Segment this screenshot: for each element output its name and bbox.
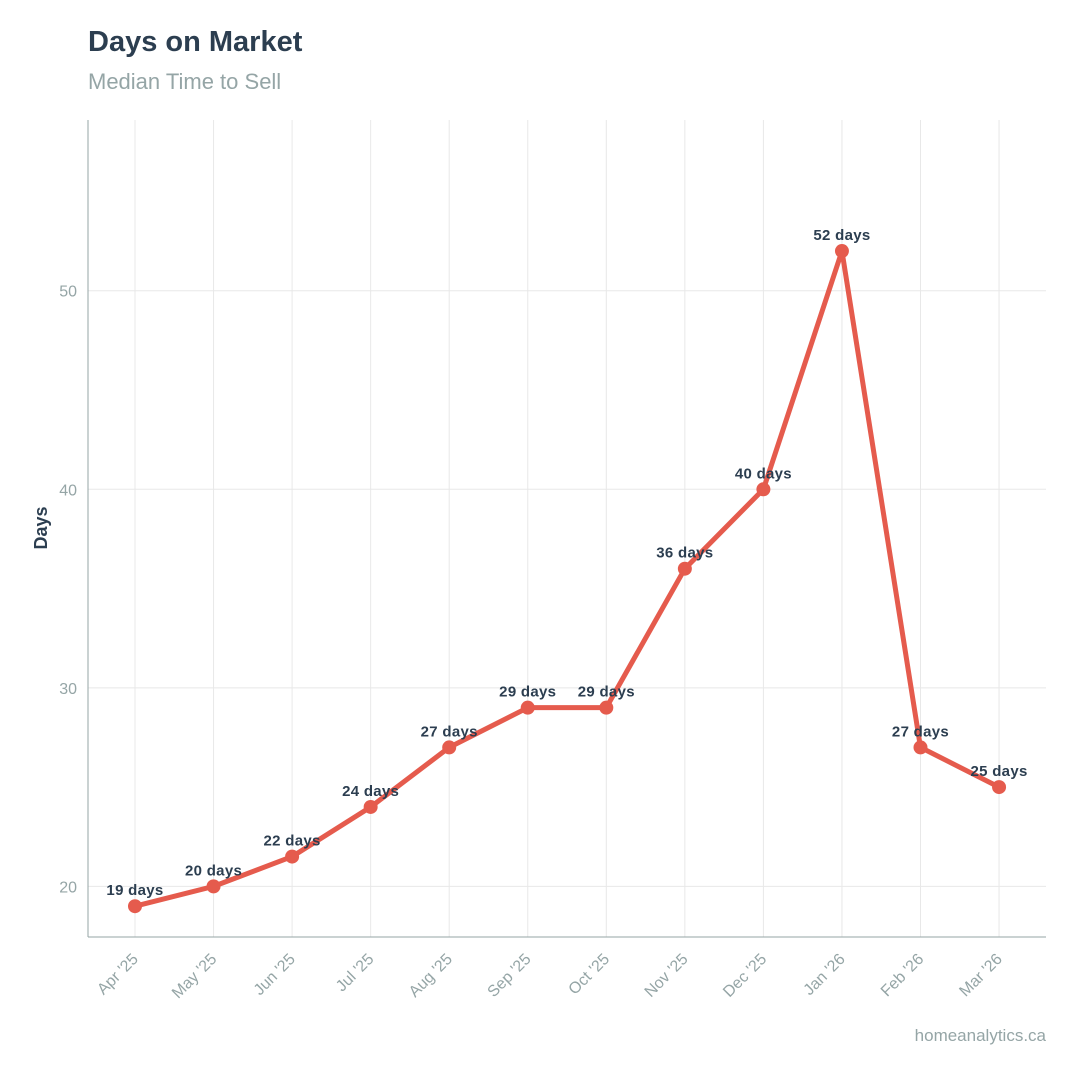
grid-lines: [88, 120, 1046, 937]
x-tick-label: Oct '25: [566, 951, 614, 999]
chart-subtitle: Median Time to Sell: [88, 69, 282, 94]
y-tick-label: 50: [59, 284, 77, 301]
data-point: [363, 799, 378, 814]
chart-title: Days on Market: [88, 26, 303, 58]
y-tick-label: 30: [59, 681, 77, 698]
data-point: [913, 740, 928, 755]
data-label: 25 days: [970, 763, 1027, 780]
x-tick-label: Nov '25: [642, 951, 692, 1001]
data-label: 24 days: [342, 783, 399, 800]
x-tick-label: Aug '25: [406, 951, 456, 1001]
data-point: [599, 700, 614, 715]
data-point: [285, 849, 300, 864]
data-label: 20 days: [185, 862, 242, 879]
data-label: 52 days: [813, 227, 870, 244]
x-tick-label: Sep '25: [485, 951, 535, 1001]
data-point: [834, 244, 849, 259]
x-tick-label: May '25: [169, 951, 220, 1002]
data-label: 40 days: [735, 465, 792, 482]
data-point: [206, 879, 221, 894]
data-label: 36 days: [656, 545, 713, 562]
data-label: 27 days: [421, 723, 478, 740]
data-point: [756, 482, 771, 497]
data-points: [128, 244, 1007, 914]
data-point: [128, 899, 142, 914]
data-labels: 19 days 20 days 22 days 24 days 27 days 29 da…: [106, 227, 1027, 899]
y-tick-label: 40: [59, 482, 77, 499]
x-tick-labels: Apr '25 May '25 Jun '25 Jul '25 Aug '25 Sep '…: [94, 951, 1006, 1002]
data-label: 19 days: [106, 882, 163, 899]
x-tick-label: Jun '25: [251, 951, 299, 999]
y-tick-labels: 20 30 40 50: [59, 284, 77, 897]
source-credit: homeanalytics.ca: [914, 1026, 1046, 1045]
x-tick-label: Feb '26: [878, 951, 927, 1000]
axes: [87, 120, 1046, 938]
series-days: [132, 248, 1002, 909]
x-tick-label: Jul '25: [333, 951, 377, 995]
data-label: 29 days: [499, 684, 556, 701]
data-point: [677, 561, 692, 576]
y-tick-label: 20: [59, 879, 77, 896]
data-label: 22 days: [264, 833, 321, 850]
x-tick-label: Dec '25: [720, 951, 770, 1001]
data-point: [520, 700, 535, 715]
data-label: 29 days: [578, 684, 635, 701]
x-tick-label: Jan '26: [801, 951, 849, 999]
data-label: 27 days: [892, 723, 949, 740]
x-tick-label: Apr '25: [94, 951, 142, 999]
x-tick-label: Mar '26: [956, 951, 1005, 1000]
y-axis-label: Days: [31, 506, 51, 549]
data-point: [442, 740, 457, 755]
series-line: [132, 248, 1002, 909]
data-point: [992, 780, 1007, 795]
